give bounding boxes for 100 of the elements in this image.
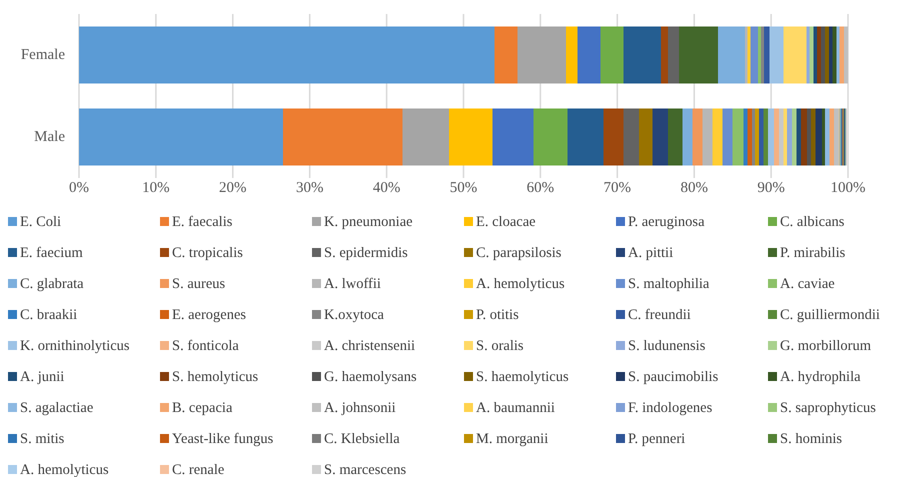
bar xyxy=(836,26,840,84)
legend-label: S. aureus xyxy=(172,276,226,292)
bar xyxy=(758,108,764,166)
legend-label: C. guilliermondii xyxy=(780,307,880,323)
legend-label: S. marcescens xyxy=(324,462,406,477)
legend-label: B. cepacia xyxy=(172,400,233,416)
x-tick-label: 80% xyxy=(680,180,708,196)
legend-label: C. renale xyxy=(172,462,224,477)
x-tick-label: 40% xyxy=(372,180,400,196)
legend-label: A. christensenii xyxy=(324,338,416,354)
legend-label: E. cloacae xyxy=(476,214,536,230)
bar xyxy=(747,26,750,84)
bar xyxy=(830,108,834,166)
legend-label: S. haemolyticus xyxy=(476,369,569,385)
legend-label: A. pittii xyxy=(628,245,674,261)
bar xyxy=(79,108,283,166)
bar xyxy=(623,26,662,84)
bar xyxy=(682,108,693,166)
bar xyxy=(718,26,745,84)
bar xyxy=(811,108,816,166)
legend-label: A. junii xyxy=(20,369,64,385)
bar xyxy=(821,26,825,84)
bar xyxy=(600,26,624,84)
bar xyxy=(817,26,822,84)
legend-label: C. tropicalis xyxy=(172,245,244,261)
legend-label: C. parapsilosis xyxy=(476,245,562,261)
bar xyxy=(810,26,814,84)
legend-label: C. glabrata xyxy=(20,276,84,292)
bar xyxy=(494,26,518,84)
bar xyxy=(824,26,829,84)
legend-label: P. mirabilis xyxy=(780,245,846,261)
legend-label: Yeast-like fungus xyxy=(172,431,274,447)
bar xyxy=(813,26,818,84)
bar xyxy=(652,108,668,166)
bar xyxy=(783,26,806,84)
legend-label: S. epidermidis xyxy=(324,245,408,261)
bar xyxy=(668,108,683,166)
bar xyxy=(603,108,624,166)
bar xyxy=(638,108,653,166)
legend-label: A. hydrophila xyxy=(780,369,862,385)
bar xyxy=(801,108,808,166)
bar xyxy=(282,108,403,166)
bar xyxy=(763,108,768,166)
bar xyxy=(824,108,830,166)
x-tick-label: 30% xyxy=(296,180,324,196)
bar xyxy=(577,26,600,84)
legend-label: G. haemolysans xyxy=(324,369,417,385)
legend-label: K. ornithinolyticus xyxy=(20,338,130,354)
bar xyxy=(661,26,668,84)
x-tick-label: 50% xyxy=(450,180,478,196)
bar xyxy=(747,108,752,166)
legend-label: C. braakii xyxy=(20,307,78,323)
x-tick-label: 10% xyxy=(142,180,170,196)
bar xyxy=(743,108,748,166)
bar xyxy=(533,108,568,166)
bar xyxy=(517,26,566,84)
y-tick-label: Male xyxy=(34,129,66,145)
legend-label: P. penneri xyxy=(628,431,686,447)
legend-label: A. johnsonii xyxy=(324,400,396,416)
legend-label: C. freundii xyxy=(628,307,691,323)
legend-label: E. aerogenes xyxy=(172,307,246,323)
bar xyxy=(807,108,812,166)
legend-label: G. morbillorum xyxy=(780,338,872,354)
legend-label: S. saprophyticus xyxy=(780,400,876,416)
legend-label: S. mitis xyxy=(20,431,65,447)
x-tick-label: 90% xyxy=(757,180,785,196)
legend-label: P. otitis xyxy=(476,307,520,323)
x-tick-label: 20% xyxy=(219,180,247,196)
legend-label: S. hominis xyxy=(780,431,842,447)
bar xyxy=(806,26,810,84)
bar xyxy=(712,108,723,166)
bar xyxy=(668,26,679,84)
x-tick-label: 0% xyxy=(69,180,89,196)
legend-label: S. oralis xyxy=(476,338,524,354)
bar xyxy=(722,108,733,166)
bar xyxy=(778,108,784,166)
x-tick-label: 70% xyxy=(604,180,632,196)
x-tick-label: 60% xyxy=(526,180,554,196)
bar xyxy=(828,26,833,84)
bar xyxy=(732,108,744,166)
bar xyxy=(754,108,759,166)
legend-label: P. aeruginosa xyxy=(628,214,706,230)
bar xyxy=(792,108,796,166)
legend-label: S. agalactiae xyxy=(20,400,94,416)
bar xyxy=(678,26,718,84)
legend-label: A. lwoffii xyxy=(324,276,381,292)
legend-label: C. albicans xyxy=(780,214,845,230)
bar xyxy=(834,108,839,166)
legend-label: E. Coli xyxy=(20,214,62,230)
legend-label: E. faecium xyxy=(20,245,84,261)
bar xyxy=(787,108,792,166)
bar xyxy=(761,26,764,84)
bar xyxy=(402,108,449,166)
legend-label: K.oxytoca xyxy=(324,307,385,323)
bar xyxy=(567,108,604,166)
bar xyxy=(822,108,825,166)
legend-label: S. ludunensis xyxy=(628,338,706,354)
legend-label: C. Klebsiella xyxy=(324,431,400,447)
bar xyxy=(764,26,770,84)
bar xyxy=(752,108,755,166)
